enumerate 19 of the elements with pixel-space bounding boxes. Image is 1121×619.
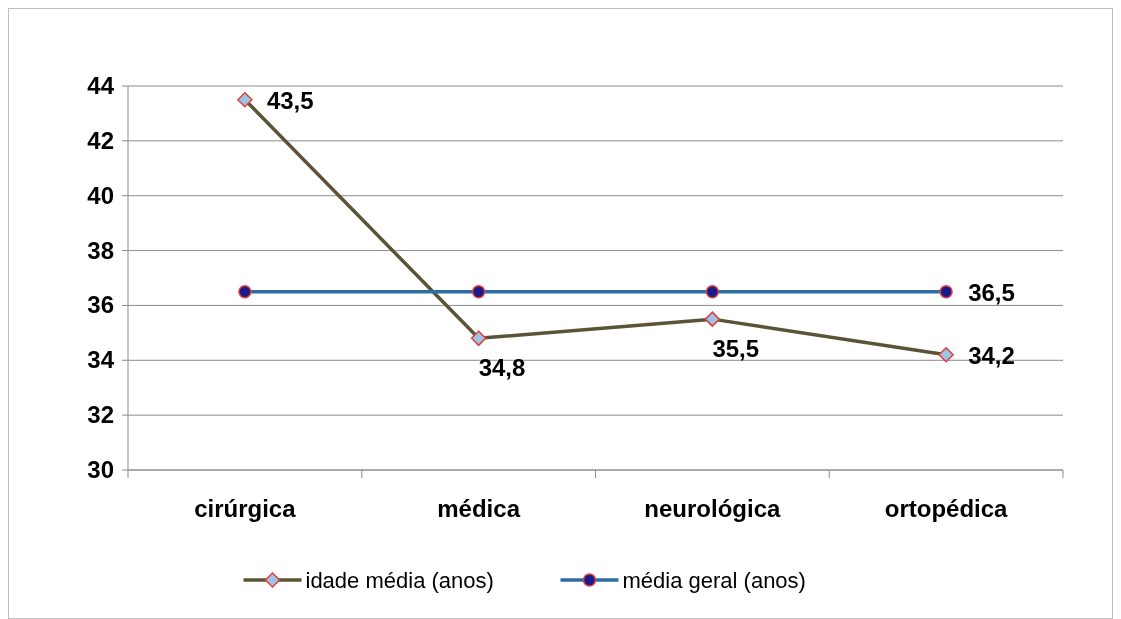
legend-label: idade média (anos) xyxy=(305,568,494,593)
data-label: 36,5 xyxy=(968,278,1015,306)
data-label: 35,5 xyxy=(712,335,760,363)
y-tick-label: 44 xyxy=(87,72,115,99)
y-tick-label: 40 xyxy=(87,181,114,209)
x-tick-label: médica xyxy=(437,495,521,522)
y-tick-label: 32 xyxy=(87,401,114,429)
x-tick-label: ortopédica xyxy=(884,495,1009,522)
data-label: 34,2 xyxy=(968,341,1015,369)
y-tick-label: 38 xyxy=(87,236,114,264)
y-tick-label: 30 xyxy=(87,456,114,483)
y-tick-label: 42 xyxy=(87,126,114,154)
x-tick-label: neurológica xyxy=(644,495,782,522)
y-tick-label: 34 xyxy=(87,346,115,374)
data-label: 43,5 xyxy=(266,86,314,114)
y-tick-label: 36 xyxy=(87,291,114,319)
x-tick-label: cirúrgica xyxy=(194,495,297,522)
data-label: 34,8 xyxy=(478,354,526,382)
legend-label: média geral (anos) xyxy=(622,568,806,593)
